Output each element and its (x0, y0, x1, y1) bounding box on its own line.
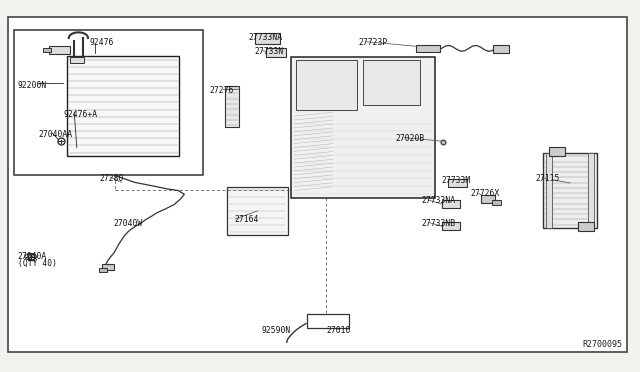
Bar (546, 153, 552, 228)
Text: 92590N: 92590N (261, 326, 291, 335)
Bar (442, 222, 460, 230)
Text: 27115: 27115 (535, 174, 559, 183)
Bar (578, 222, 594, 231)
Bar (416, 45, 440, 52)
Text: 27040A: 27040A (18, 252, 47, 261)
Text: 27733NA: 27733NA (248, 33, 282, 42)
Text: 27733NA: 27733NA (421, 196, 455, 205)
Bar (442, 200, 460, 208)
Bar (296, 60, 357, 110)
Text: 27733NB: 27733NB (421, 219, 455, 228)
Text: 27020B: 27020B (396, 134, 425, 143)
Bar (291, 57, 435, 198)
Text: 27733N: 27733N (255, 47, 284, 56)
Bar (49, 46, 70, 54)
Bar (225, 86, 239, 127)
Text: 27164: 27164 (234, 215, 259, 224)
Text: 92200N: 92200N (18, 81, 47, 90)
Bar (43, 48, 51, 52)
Text: 27040W: 27040W (114, 219, 143, 228)
Bar (448, 179, 467, 187)
Bar (266, 48, 286, 57)
Bar (588, 153, 594, 228)
Text: 92476+A: 92476+A (64, 110, 98, 119)
Bar (67, 56, 179, 156)
Bar (493, 45, 509, 53)
Text: 27726X: 27726X (470, 189, 500, 198)
Text: 27010: 27010 (326, 326, 351, 335)
Text: 92476: 92476 (90, 38, 114, 47)
Text: (QTY 40): (QTY 40) (18, 259, 57, 268)
Bar (492, 200, 501, 205)
Bar (543, 153, 597, 228)
Text: 27040AA: 27040AA (38, 130, 72, 139)
Text: 27723P: 27723P (358, 38, 388, 47)
Bar (99, 268, 107, 272)
Bar (70, 57, 84, 63)
Bar (255, 33, 280, 44)
Bar (14, 30, 203, 175)
Bar (307, 314, 349, 328)
Bar (481, 195, 495, 203)
Text: 27280: 27280 (99, 174, 124, 183)
Bar (363, 60, 420, 105)
Bar (549, 147, 565, 156)
Bar (227, 187, 288, 235)
Text: 27733M: 27733M (442, 176, 471, 185)
Text: 27276: 27276 (210, 86, 234, 94)
Text: R2700095: R2700095 (582, 340, 622, 349)
Bar (102, 264, 114, 270)
